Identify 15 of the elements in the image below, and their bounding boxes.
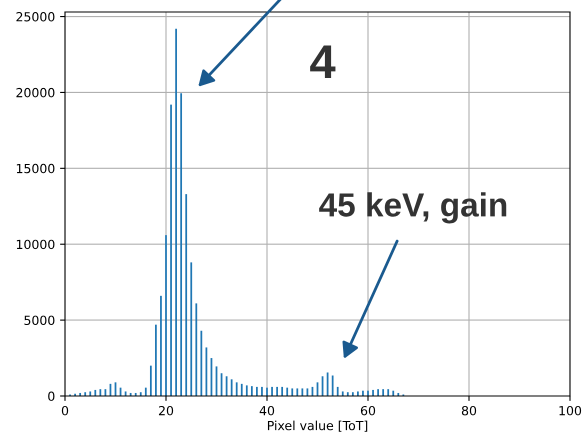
x-tick-label: 80 xyxy=(462,406,476,416)
y-tick-label: 10000 xyxy=(16,240,54,250)
x-tick-label: 100 xyxy=(559,406,582,416)
y-tick-label: 15000 xyxy=(16,164,54,174)
x-tick-label: 20 xyxy=(158,406,174,416)
y-tick-label: 5000 xyxy=(24,316,54,326)
annotation: 4 xyxy=(310,45,336,78)
x-tick-label: 0 xyxy=(62,406,68,416)
annotation: 45 keV, gain xyxy=(319,192,506,224)
y-tick-label: 20000 xyxy=(16,88,54,98)
x-tick-label: 40 xyxy=(260,406,274,416)
x-axis-title: Pixel value [ToT] xyxy=(268,420,368,432)
x-tick-label: 60 xyxy=(360,406,376,416)
y-tick-label: 0 xyxy=(48,391,54,401)
y-tick-label: 25000 xyxy=(16,12,54,22)
